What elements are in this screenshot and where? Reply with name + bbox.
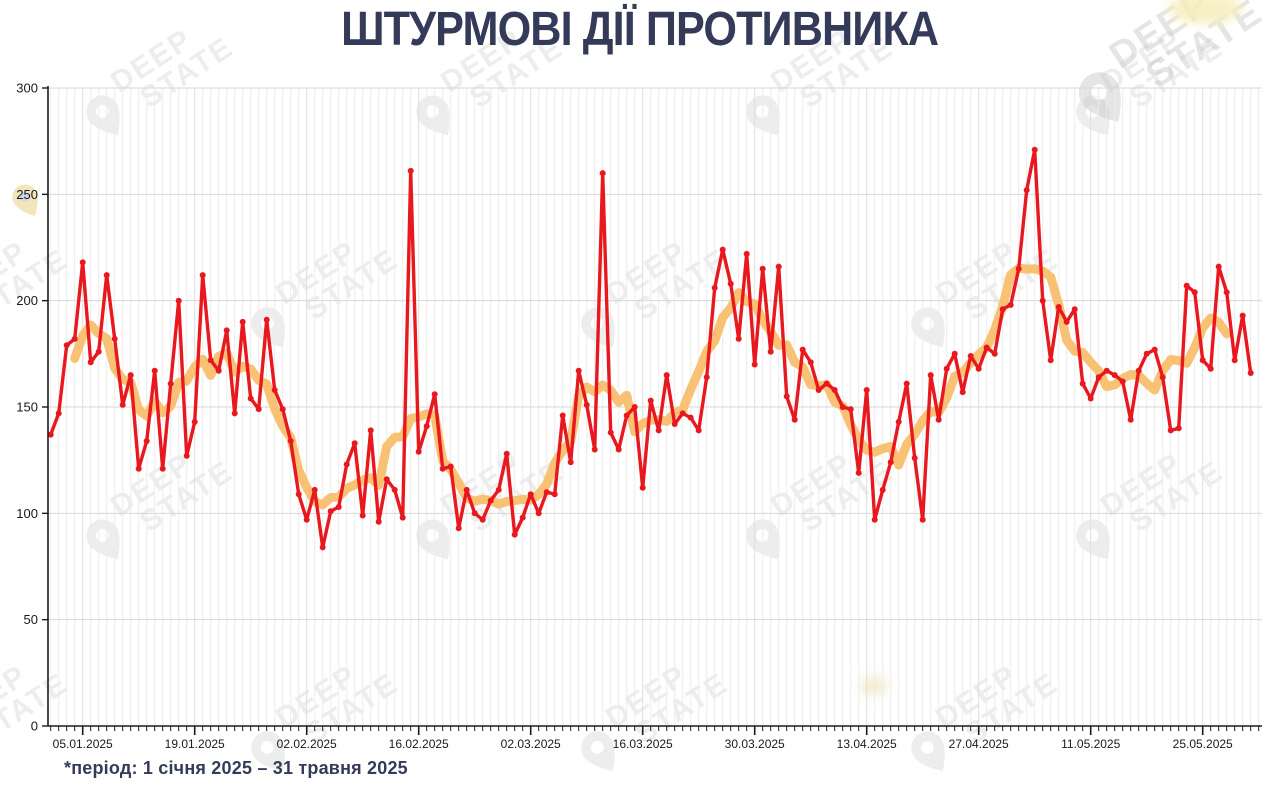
colored-pin-fragment	[12, 184, 38, 217]
yellow-blob-top-right	[1168, 0, 1242, 24]
deepstate-pin-icon	[1076, 95, 1110, 135]
svg-text:30.03.2025: 30.03.2025	[725, 737, 785, 751]
svg-text:0: 0	[31, 719, 38, 734]
svg-text:100: 100	[16, 506, 38, 521]
y-axis-labels: 0 50 100 150 200 250 300	[16, 81, 38, 734]
deepstate-watermark: DEEP STATE	[567, 645, 734, 780]
svg-text:13.04.2025: 13.04.2025	[837, 737, 897, 751]
chart-title: ШТУРМОВІ ДІЇ ПРОТИВНИКА	[0, 2, 1280, 57]
deepstate-pin-icon	[911, 731, 945, 771]
deepstate-watermark: DEEP STATE	[237, 645, 404, 780]
deepstate-pin-icon	[1076, 519, 1110, 559]
chart-title-text: ШТУРМОВІ ДІЇ ПРОТИВНИКА	[341, 3, 939, 56]
svg-text:11.05.2025: 11.05.2025	[1061, 737, 1120, 751]
deepstate-watermark: DEEP STATE	[402, 433, 569, 568]
svg-text:16.02.2025: 16.02.2025	[389, 737, 449, 751]
deepstate-watermark: DEEP STATE	[1062, 433, 1229, 568]
svg-text:05.01.2025: 05.01.2025	[53, 737, 113, 751]
period-footnote: *період: 1 січня 2025 – 31 травня 2025	[64, 758, 408, 778]
svg-text:25.05.2025: 25.05.2025	[1173, 737, 1233, 751]
axes	[47, 86, 1262, 727]
svg-text:02.03.2025: 02.03.2025	[501, 737, 561, 751]
svg-text:200: 200	[16, 293, 38, 308]
deepstate-pin-icon	[416, 519, 450, 559]
svg-text:02.02.2025: 02.02.2025	[277, 737, 337, 751]
smoothed-trend-line	[70, 263, 1232, 510]
svg-text:300: 300	[16, 81, 38, 96]
daily-assaults-markers	[47, 146, 1254, 551]
axis-ticks	[42, 87, 1260, 735]
deepstate-pin-icon	[581, 731, 615, 771]
deepstate-pin-icon	[251, 731, 285, 771]
horizontal-gridlines	[48, 87, 1262, 621]
deepstate-watermark: DEEP STATE	[897, 645, 1064, 780]
x-axis-labels: 05.01.2025 19.01.2025 02.02.2025 16.02.2025…	[53, 737, 1233, 751]
deepstate-watermark: DEEP STATE	[1062, 9, 1229, 144]
svg-text:16.03.2025: 16.03.2025	[613, 737, 673, 751]
deepstate-watermark: DEEP STATE	[402, 9, 569, 144]
svg-text:27.04.2025: 27.04.2025	[949, 737, 1009, 751]
svg-text:50: 50	[24, 612, 38, 627]
deepstate-pin-icon	[416, 95, 450, 135]
svg-text:150: 150	[16, 400, 38, 415]
svg-text:250: 250	[16, 187, 38, 202]
svg-text:19.01.2025: 19.01.2025	[165, 737, 225, 751]
